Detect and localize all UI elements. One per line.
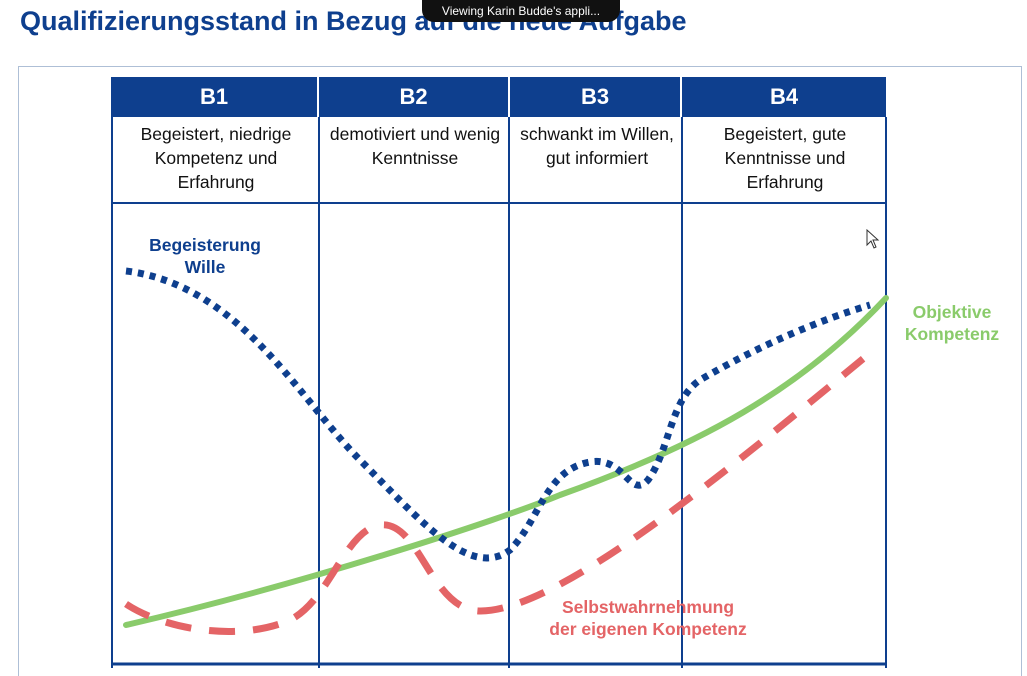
- objective-label-line2: Kompetenz: [904, 324, 1000, 344]
- self-perception-label: Selbstwahrnehmung der eigenen Kompetenz: [516, 596, 780, 640]
- column-header-b4: B4: [682, 77, 886, 117]
- column-description-b1: Begeistert, niedrige Kompetenz und Erfah…: [140, 124, 292, 192]
- column-description-b2: demotiviert und wenig Kenntnisse: [329, 124, 501, 168]
- self-label-line1: Selbstwahrnehmung: [561, 597, 735, 617]
- column-description-b3: schwankt im Willen, gut informiert: [520, 124, 674, 168]
- mouse-pointer-icon: [866, 229, 880, 249]
- column-header-b2: B2: [319, 77, 510, 117]
- motivation-label-line2: Wille: [184, 257, 226, 277]
- column-description-b4: Begeistert, gute Kenntnisse und Erfahrun…: [723, 124, 847, 192]
- column-header-b1: B1: [111, 77, 319, 117]
- motivation-curve: [125, 267, 872, 562]
- grid-lines: [111, 117, 887, 668]
- self-label-line2: der eigenen Kompetenz: [549, 619, 747, 639]
- slide-frame: [18, 66, 1022, 676]
- objective-competence-curve: [123, 295, 889, 628]
- column-header-b3: B3: [510, 77, 682, 117]
- self-perception-curve: [124, 355, 867, 635]
- objective-label-line1: Objektive: [912, 302, 992, 322]
- objective-competence-label: Objektive Kompetenz: [894, 301, 1010, 345]
- motivation-label: Begeisterung Wille: [130, 234, 280, 278]
- motivation-label-line1: Begeisterung: [149, 235, 261, 255]
- screen-share-banner[interactable]: Viewing Karin Budde's appli...: [422, 0, 620, 22]
